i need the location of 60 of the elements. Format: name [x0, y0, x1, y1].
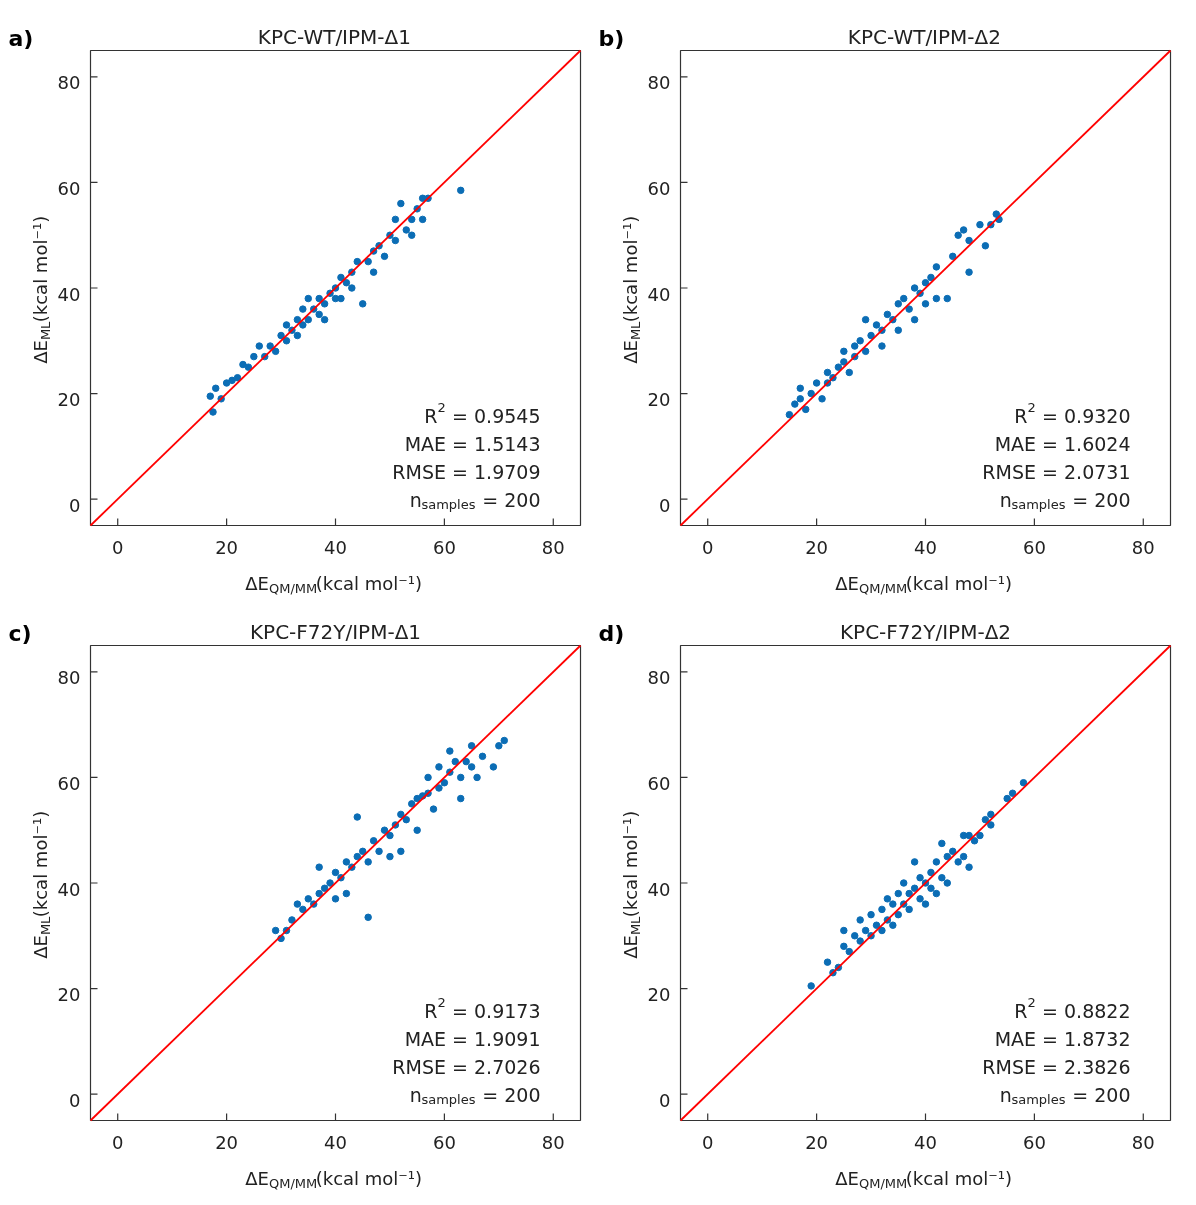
y-tick-label: 80 — [647, 667, 671, 689]
x-tick-label: 40 — [914, 1132, 937, 1153]
y-tick-label: 0 — [659, 494, 671, 516]
y-tick-label: 60 — [647, 177, 671, 199]
annotation: RMSE = 2.7026 — [392, 1055, 541, 1078]
chart-title: KPC-F72Y/IPM-Δ1 — [249, 619, 422, 644]
x-tick-label: 20 — [215, 1132, 239, 1153]
y-tick-label: 20 — [647, 389, 671, 411]
annotation: MAE = 1.9091 — [404, 1027, 541, 1050]
annotation: RMSE = 1.9709 — [392, 460, 541, 483]
x-tick-label: 20 — [805, 537, 829, 558]
x-tick-label: 80 — [541, 537, 565, 558]
annotation: RMSE = 2.0731 — [982, 460, 1131, 483]
chart-title: KPC-WT/IPM-Δ2 — [847, 24, 1001, 49]
x-tick-label: 20 — [215, 537, 239, 558]
annotation: RMSE = 2.3826 — [982, 1055, 1131, 1078]
x-tick-label: 80 — [541, 1132, 565, 1153]
chart-title: KPC-WT/IPM-Δ1 — [257, 24, 411, 49]
y-tick-label: 60 — [57, 772, 81, 794]
x-tick-label: 20 — [805, 1132, 829, 1153]
y-tick-label: 20 — [647, 984, 671, 1006]
x-tick-label: 60 — [432, 1132, 456, 1153]
y-axis-title: ΔEML(kcal mol⁻¹) — [30, 215, 53, 364]
x-tick-label: 40 — [324, 1132, 347, 1153]
x-tick-label: 0 — [112, 537, 124, 558]
y-axis-title: ΔEML(kcal mol⁻¹) — [620, 215, 643, 364]
text: d) — [598, 621, 625, 646]
x-tick-label: 0 — [702, 537, 714, 558]
y-tick-label: 40 — [647, 283, 671, 305]
x-tick-label: 40 — [324, 537, 347, 558]
y-tick-label: 60 — [57, 177, 81, 199]
y-tick-label: 40 — [57, 878, 81, 900]
text: b) — [598, 26, 625, 51]
y-tick-label: 80 — [57, 72, 81, 94]
y-tick-label: 80 — [647, 72, 671, 94]
annotation: MAE = 1.6024 — [994, 432, 1131, 455]
x-tick-label: 60 — [1022, 1132, 1046, 1153]
x-tick-label: 80 — [1131, 1132, 1155, 1153]
y-tick-label: 60 — [647, 772, 671, 794]
y-axis-title: ΔEML(kcal mol⁻¹) — [30, 810, 53, 959]
x-tick-label: 60 — [1022, 537, 1046, 558]
y-tick-label: 40 — [647, 878, 671, 900]
x-tick-label: 60 — [432, 537, 456, 558]
x-tick-label: 0 — [112, 1132, 124, 1153]
y-tick-label: 20 — [57, 389, 81, 411]
annotation: MAE = 1.5143 — [404, 432, 541, 455]
text: c) — [8, 621, 32, 646]
y-axis-title: ΔEML(kcal mol⁻¹) — [620, 810, 643, 959]
x-tick-label: 0 — [702, 1132, 714, 1153]
x-tick-label: 80 — [1131, 537, 1155, 558]
y-tick-label: 80 — [57, 667, 81, 689]
text: a) — [8, 26, 34, 51]
chart-title: KPC-F72Y/IPM-Δ2 — [839, 619, 1012, 644]
annotation: MAE = 1.8732 — [994, 1027, 1131, 1050]
y-tick-label: 0 — [69, 494, 81, 516]
y-tick-label: 0 — [659, 1089, 671, 1111]
y-tick-label: 0 — [69, 1089, 81, 1111]
y-tick-label: 40 — [57, 283, 81, 305]
x-tick-label: 40 — [914, 537, 937, 558]
y-tick-label: 20 — [57, 984, 81, 1006]
